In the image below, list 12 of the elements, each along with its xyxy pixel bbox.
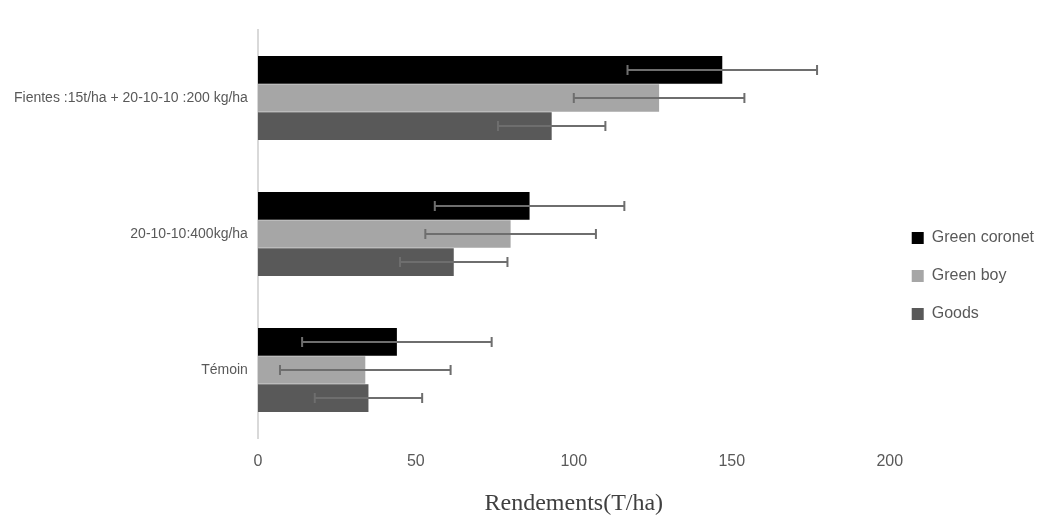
y-tick-label: Fientes :15t/ha + 20-10-10 :200 kg/ha (13, 88, 249, 105)
x-tick-label: 50 (406, 452, 425, 470)
legend-label: Green boy (931, 266, 1007, 284)
legend-label: Goods (931, 304, 979, 322)
y-tick-label: 20-10-10:400kg/ha (130, 224, 249, 241)
legend-label: Green coronet (931, 228, 1035, 246)
x-tick-label: 200 (876, 452, 904, 470)
y-tick-label: Témoin (201, 360, 248, 377)
x-tick-label: 100 (560, 452, 588, 470)
x-tick-label: 0 (253, 452, 263, 470)
x-axis-title: Rendements(T/ha) (484, 488, 664, 515)
x-tick-label: 150 (718, 452, 746, 470)
